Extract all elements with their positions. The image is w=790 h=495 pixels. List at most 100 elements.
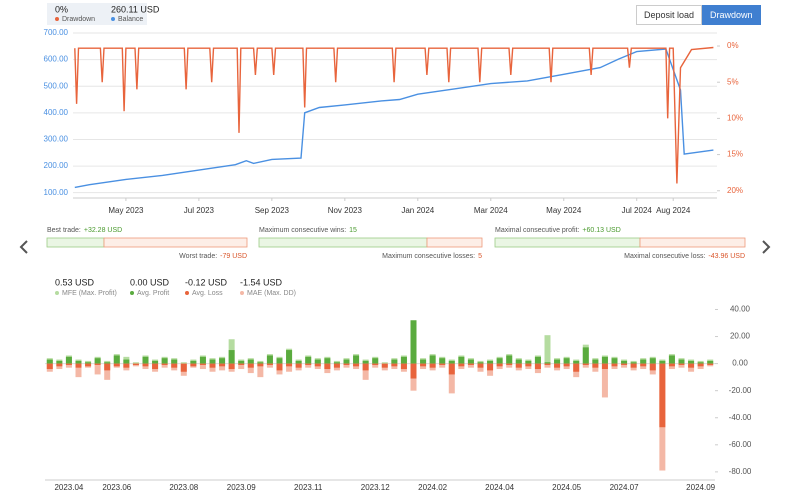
legend-label: Balance (118, 16, 143, 23)
y-tick-label: 100.00 (44, 188, 69, 197)
bar (65, 356, 72, 364)
bar (582, 363, 589, 365)
bar (515, 359, 522, 364)
stat-right: Maximal consecutive loss: -43.96 USD (624, 253, 745, 260)
bar (104, 362, 111, 364)
x-tick-label: Jul 2023 (184, 206, 215, 215)
bar (94, 358, 101, 364)
bar (56, 363, 63, 367)
bar (324, 363, 331, 370)
legend-box (47, 3, 147, 25)
bar (506, 355, 513, 364)
x-tick-label: 2024.09 (686, 483, 715, 492)
bar (75, 360, 82, 364)
bar (400, 356, 407, 364)
bar (362, 363, 369, 371)
bar (544, 335, 551, 364)
bar (257, 363, 264, 378)
x-tick-label: 2023.08 (169, 483, 198, 492)
bar (305, 363, 312, 368)
x-tick-label: 2024.04 (485, 483, 514, 492)
x-tick-label: May 2023 (108, 206, 144, 215)
legend-dot (111, 17, 115, 21)
bar (582, 347, 589, 364)
bar (286, 350, 293, 364)
bar (94, 363, 101, 375)
bar (152, 363, 159, 370)
bar (525, 363, 532, 370)
bar (496, 363, 503, 370)
bar (420, 363, 427, 367)
bar (668, 363, 675, 370)
bar (439, 363, 446, 365)
bar (180, 363, 187, 372)
legend-value: -1.54 USD (240, 277, 283, 287)
bar (161, 358, 168, 364)
bar (343, 359, 350, 364)
y-tick-label: 0.00 (732, 359, 748, 368)
y-tick-label: 20.00 (730, 332, 751, 341)
bar (659, 363, 666, 428)
bar (219, 363, 226, 367)
bar (439, 363, 446, 368)
bar (477, 363, 484, 368)
bar (276, 363, 283, 371)
deposit-load-button[interactable]: Deposit load (636, 5, 703, 25)
y2-tick-label: 0% (727, 41, 739, 50)
bar (209, 359, 216, 364)
bar (448, 360, 455, 364)
bar (353, 363, 360, 370)
bar (429, 355, 436, 364)
bar (630, 363, 637, 368)
legend-dot (240, 291, 244, 295)
bar (611, 358, 618, 364)
stat-left: Maximum consecutive wins: 15 (259, 227, 357, 234)
bar (640, 359, 647, 364)
bar (372, 363, 379, 368)
x-tick-label: 2023.11 (294, 483, 323, 492)
bar (333, 362, 340, 364)
bar (209, 363, 216, 368)
bar (697, 363, 704, 370)
bar (410, 363, 417, 379)
legend-dot (55, 17, 59, 21)
y-tick-label: 300.00 (44, 135, 69, 144)
bar (563, 363, 570, 370)
bar (458, 356, 465, 364)
stat-left: Best trade: +32.28 USD (47, 227, 122, 234)
stat-left-label: Best trade: (47, 227, 81, 234)
y2-tick-label: 10% (727, 114, 743, 123)
bar (573, 360, 580, 364)
bar (314, 359, 321, 364)
bar (554, 359, 561, 364)
bar (477, 362, 484, 364)
drawdown-button[interactable]: Drawdown (702, 5, 761, 25)
next-arrow[interactable] (762, 240, 771, 254)
bar (238, 363, 245, 365)
y2-tick-label: 15% (727, 150, 743, 159)
y-tick-label: 40.00 (730, 305, 751, 314)
bar (496, 363, 503, 367)
bar (448, 363, 455, 394)
bar (305, 363, 312, 365)
x-tick-label: Jan 2024 (401, 206, 434, 215)
legend-value: 0.00 USD (130, 277, 170, 287)
bar (649, 363, 656, 371)
bar (343, 363, 350, 365)
bar (161, 363, 168, 368)
bar (180, 362, 187, 364)
bar (544, 362, 551, 364)
prev-arrow[interactable] (19, 240, 28, 254)
stat-right-value: -79 USD (220, 253, 247, 260)
y-tick-label: 600.00 (44, 55, 69, 64)
x-tick-label: 2024.02 (418, 483, 447, 492)
bar (496, 358, 503, 364)
bar (448, 363, 455, 375)
bar (171, 359, 178, 364)
legend-value: 260.11 USD (111, 4, 160, 14)
bar (688, 360, 695, 364)
bar (353, 355, 360, 364)
y-tick-label: -40.00 (729, 413, 752, 422)
bar (295, 360, 302, 364)
x-tick-label: Jul 2024 (622, 206, 653, 215)
